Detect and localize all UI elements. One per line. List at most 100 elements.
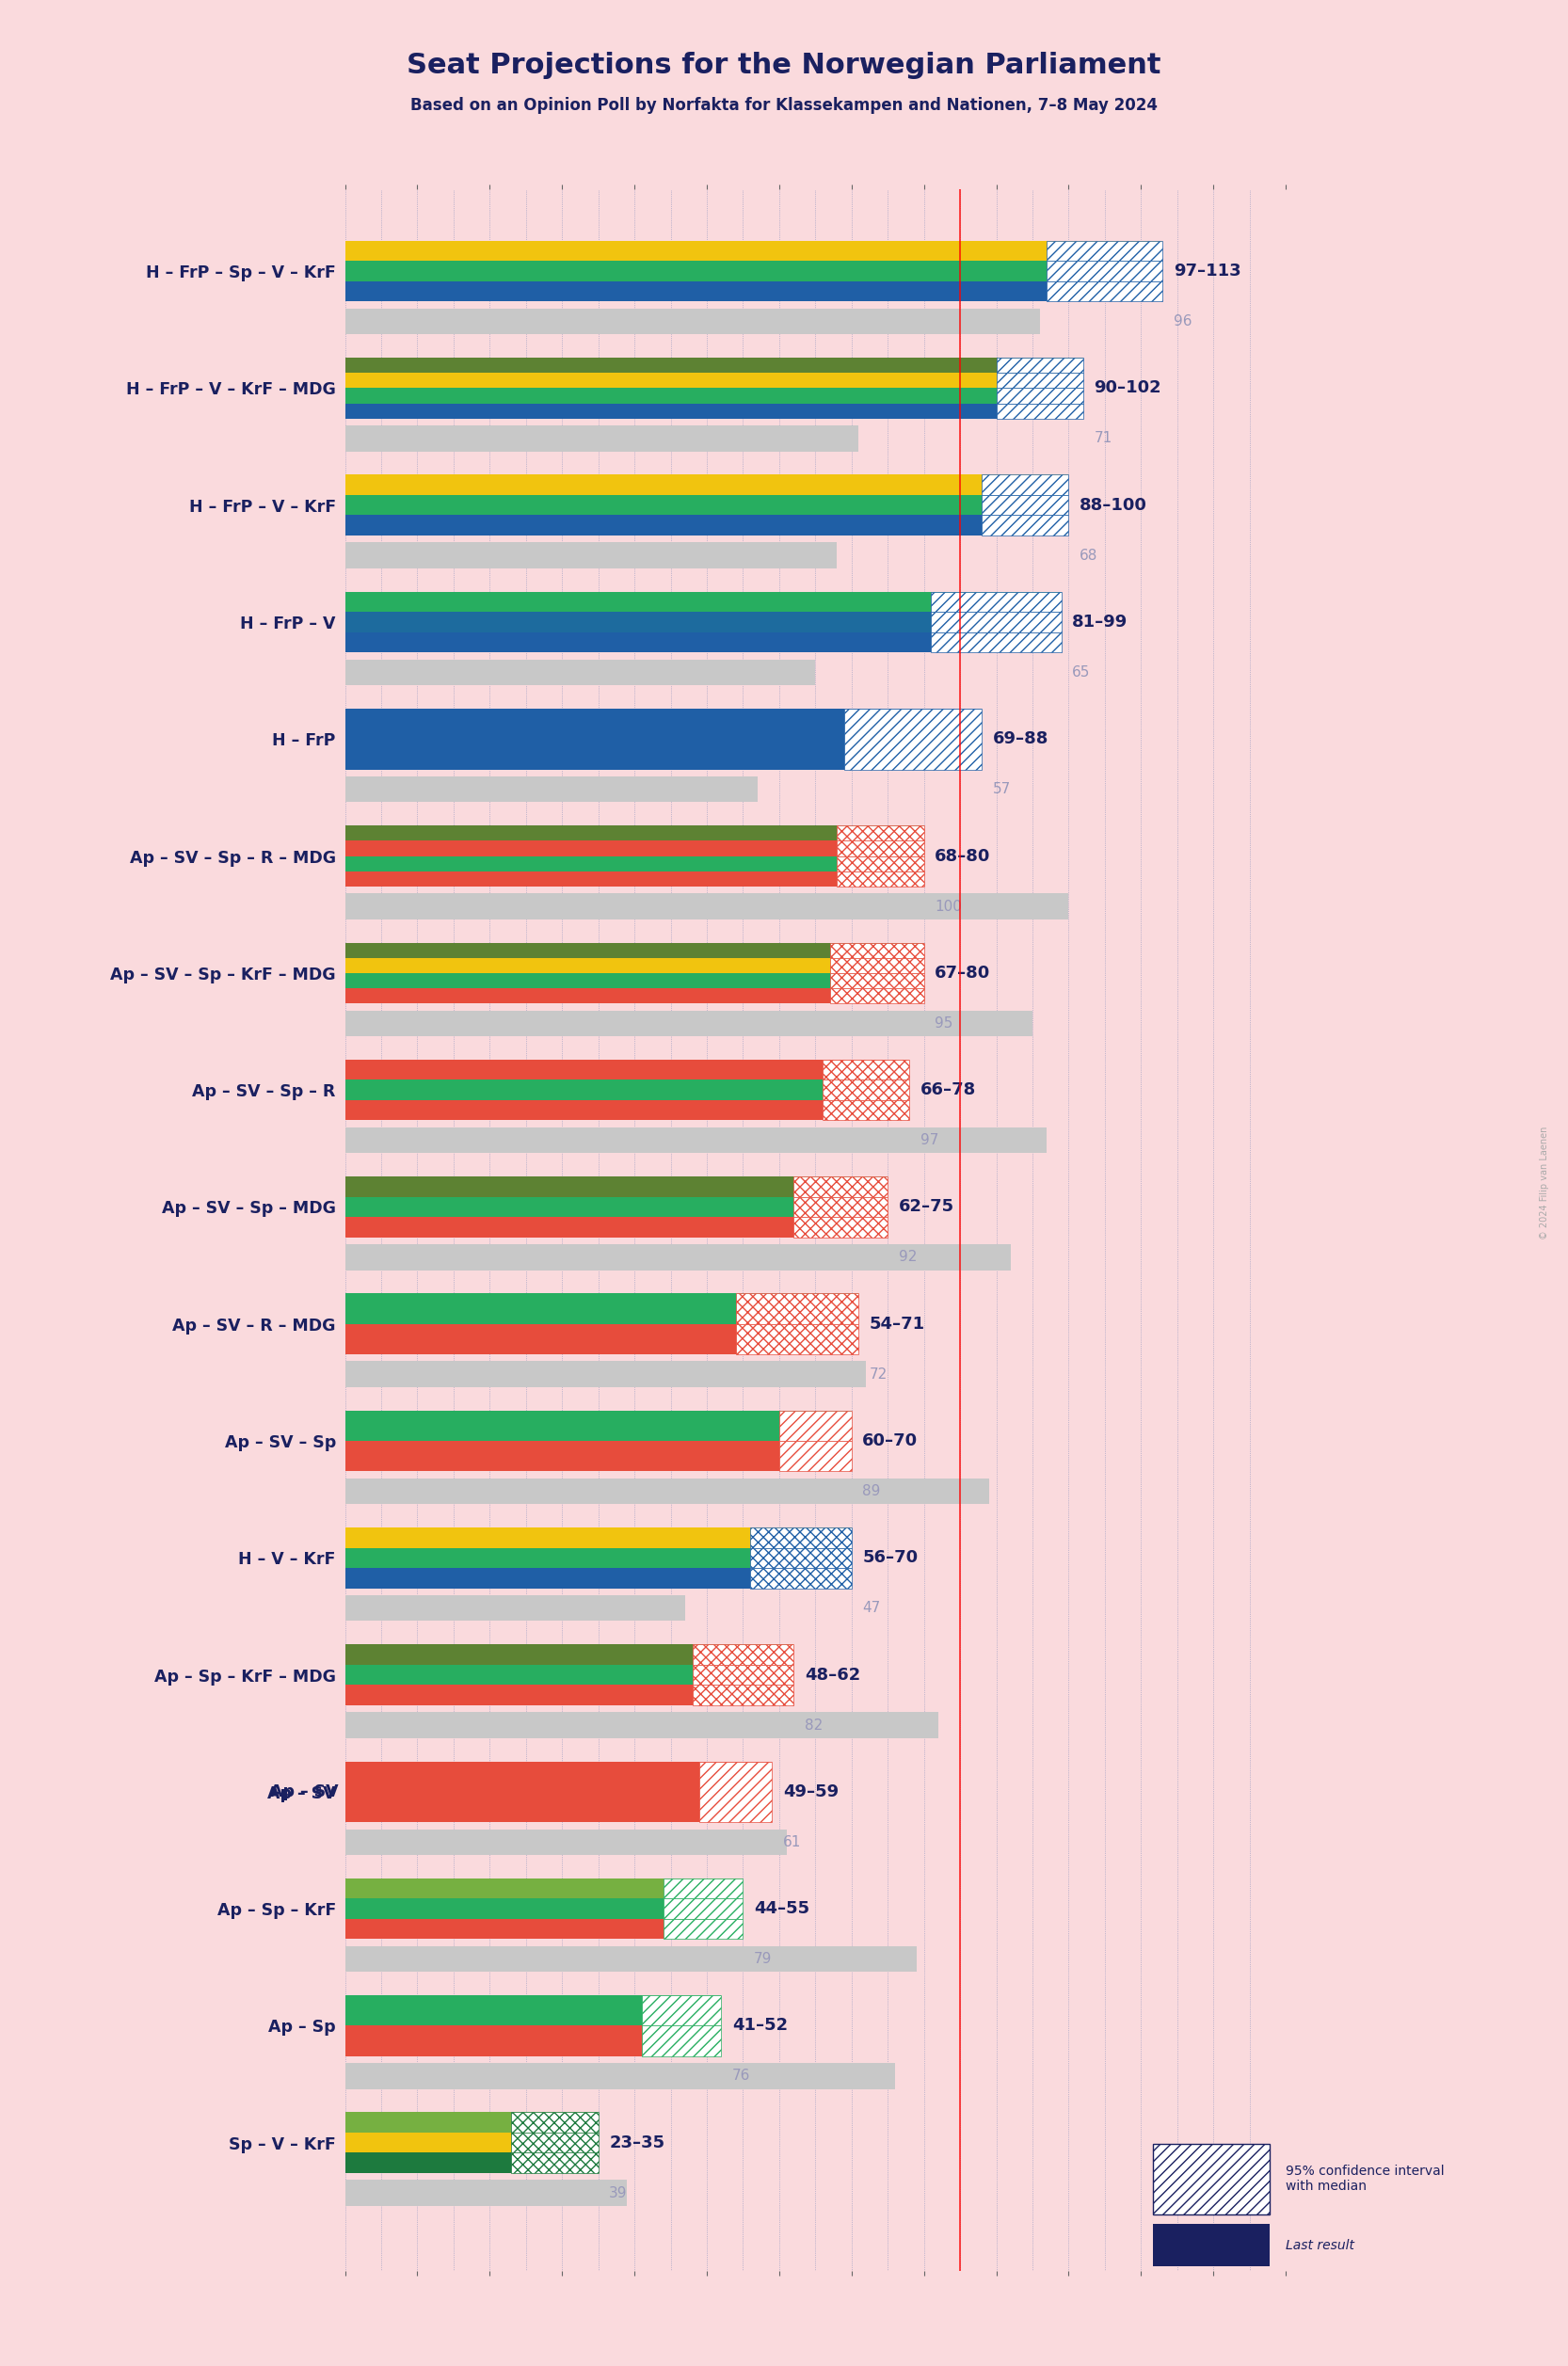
Bar <box>750 1569 851 1588</box>
Text: 49–59: 49–59 <box>782 1784 839 1801</box>
Bar <box>829 942 924 958</box>
Bar <box>837 871 924 887</box>
Bar <box>345 660 815 686</box>
Bar <box>693 1685 793 1706</box>
Text: 95% confidence interval
with median: 95% confidence interval with median <box>1286 2165 1444 2193</box>
Bar <box>511 2113 599 2132</box>
Bar <box>829 958 924 972</box>
Bar <box>641 2025 721 2056</box>
Bar <box>982 494 1069 516</box>
Text: 56–70: 56–70 <box>862 1550 917 1566</box>
Bar <box>996 388 1083 402</box>
Bar <box>823 1060 909 1079</box>
Bar <box>345 1595 685 1621</box>
Bar <box>693 1666 793 1685</box>
Text: 57: 57 <box>993 783 1011 797</box>
Text: 72: 72 <box>870 1368 887 1382</box>
Text: 62–75: 62–75 <box>898 1200 955 1216</box>
Bar <box>982 516 1069 535</box>
Bar <box>345 2025 641 2056</box>
Text: 44–55: 44–55 <box>754 1900 809 1916</box>
Bar <box>699 1760 771 1822</box>
Text: 48–62: 48–62 <box>804 1666 861 1682</box>
Bar <box>793 1216 887 1237</box>
Bar <box>345 1410 779 1441</box>
Bar <box>750 1528 851 1547</box>
Bar <box>996 374 1083 388</box>
Bar <box>663 1879 743 1898</box>
Bar <box>345 1176 793 1197</box>
Bar <box>345 840 837 856</box>
Bar <box>996 388 1083 402</box>
Bar <box>663 1898 743 1919</box>
Bar <box>750 1528 851 1547</box>
Text: 69–88: 69–88 <box>993 731 1049 748</box>
Bar <box>663 1879 743 1898</box>
Bar <box>779 1410 851 1441</box>
Bar <box>837 856 924 871</box>
Bar <box>693 1644 793 1666</box>
Bar <box>511 2132 599 2153</box>
Bar <box>931 632 1062 653</box>
Bar <box>641 1995 721 2025</box>
Text: 68–80: 68–80 <box>935 847 991 864</box>
Text: 100: 100 <box>935 899 961 913</box>
Bar <box>345 1100 823 1121</box>
Bar <box>982 516 1069 535</box>
Bar <box>1047 282 1163 300</box>
Bar <box>345 710 844 769</box>
Bar <box>837 826 924 840</box>
Text: Ap – SV: Ap – SV <box>270 1784 339 1801</box>
Bar <box>982 476 1069 494</box>
Bar <box>823 1079 909 1100</box>
Text: 90–102: 90–102 <box>1094 379 1162 397</box>
Bar <box>931 632 1062 653</box>
Bar <box>837 840 924 856</box>
Text: 88–100: 88–100 <box>1079 497 1148 513</box>
Bar <box>750 1547 851 1569</box>
Bar <box>663 1898 743 1919</box>
Bar <box>1047 260 1163 282</box>
Bar <box>345 826 837 840</box>
Bar <box>793 1197 887 1216</box>
Bar <box>345 776 757 802</box>
Bar <box>345 942 829 958</box>
Bar <box>996 357 1083 374</box>
Bar <box>823 1060 909 1079</box>
Bar <box>931 613 1062 632</box>
Text: © 2024 Filip van Laenen: © 2024 Filip van Laenen <box>1540 1126 1549 1240</box>
Bar <box>931 592 1062 613</box>
Bar <box>345 1479 989 1505</box>
Bar <box>735 1294 859 1325</box>
Text: 79: 79 <box>754 1952 771 1966</box>
Bar <box>345 1528 750 1547</box>
Bar <box>779 1410 851 1441</box>
Bar <box>345 1995 641 2025</box>
Bar <box>982 476 1069 494</box>
Bar <box>1047 241 1163 260</box>
Text: 60–70: 60–70 <box>862 1431 917 1450</box>
Text: 41–52: 41–52 <box>732 2018 787 2035</box>
Bar <box>693 1685 793 1706</box>
Bar <box>345 1666 693 1685</box>
Bar <box>345 1216 793 1237</box>
Bar <box>345 2179 627 2205</box>
Bar <box>345 308 1040 334</box>
Bar <box>829 989 924 1003</box>
Bar <box>345 374 996 388</box>
Bar <box>829 972 924 989</box>
Bar <box>793 1176 887 1197</box>
Bar <box>345 494 982 516</box>
Bar <box>345 542 837 568</box>
Bar <box>1047 241 1163 260</box>
Bar <box>511 2113 599 2132</box>
Bar <box>345 1010 1032 1036</box>
Bar <box>996 402 1083 419</box>
Bar <box>345 1060 823 1079</box>
Bar <box>345 1644 693 1666</box>
Bar <box>996 357 1083 374</box>
Text: 89: 89 <box>862 1483 881 1498</box>
Bar <box>793 1197 887 1216</box>
Text: Seat Projections for the Norwegian Parliament: Seat Projections for the Norwegian Parli… <box>406 52 1162 80</box>
Bar <box>829 989 924 1003</box>
